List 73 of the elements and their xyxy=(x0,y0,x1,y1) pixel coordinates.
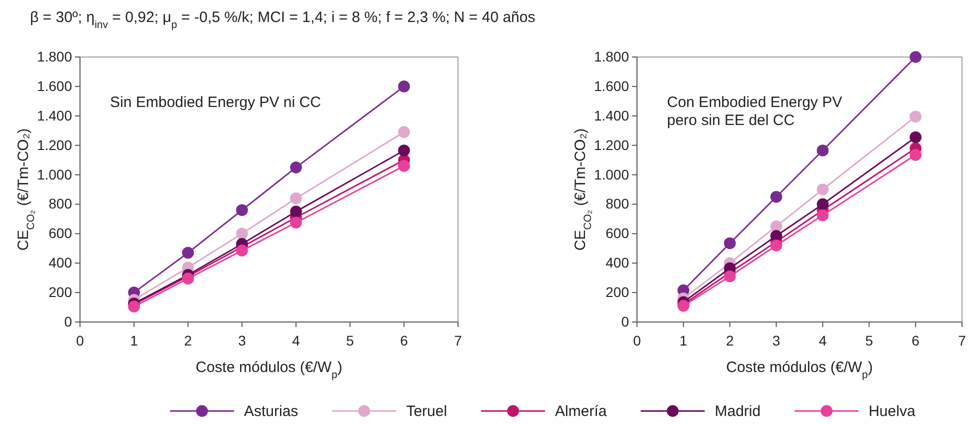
point xyxy=(182,272,194,284)
x-tick-label: 4 xyxy=(292,332,300,348)
y-tick-label: 400 xyxy=(48,254,72,271)
point xyxy=(128,300,140,312)
point xyxy=(816,184,829,196)
point xyxy=(910,131,922,144)
x-axis-title: Coste módulos (€/W$_{p}$) xyxy=(726,359,873,381)
y-tick-label: 800 xyxy=(606,196,630,212)
point xyxy=(910,110,922,123)
point xyxy=(290,162,302,174)
x-tick-label: 2 xyxy=(184,332,192,348)
y-tick-label: 1.200 xyxy=(594,136,630,153)
legend-label: Madrid xyxy=(714,403,761,420)
y-tick-label: 0 xyxy=(64,313,72,330)
x-tick-label: 1 xyxy=(680,332,688,348)
x-tick-label: 0 xyxy=(76,332,84,348)
point xyxy=(236,244,248,257)
y-tick-label: 600 xyxy=(606,225,630,242)
y-tick-label: 1.400 xyxy=(36,107,72,124)
y-tick-label: 400 xyxy=(606,254,630,271)
point xyxy=(724,237,736,250)
point xyxy=(816,144,829,156)
point xyxy=(398,160,410,172)
x-tick-label: 6 xyxy=(912,332,920,348)
y-tick-label: 1.600 xyxy=(594,78,630,94)
chart-title: β = 30º; η$_{inv}$ = 0,92; μ$_{p}$ = -0,5 %/k; MCI = 1,4; i = 8 %; f = 2,3 %; N = 40 años xyxy=(30,9,536,31)
point xyxy=(816,198,829,210)
y-tick-label: 200 xyxy=(606,284,630,300)
y-tick-label: 1.800 xyxy=(36,48,72,64)
point xyxy=(910,51,922,63)
y-tick-label: 600 xyxy=(48,225,72,242)
x-tick-label: 0 xyxy=(633,332,642,348)
x-tick-label: 3 xyxy=(238,332,246,348)
legend-label: Asturias xyxy=(244,403,298,420)
point xyxy=(290,216,302,229)
point xyxy=(770,240,782,252)
annotation: Sin Embodied Energy PV ni CC xyxy=(110,94,322,111)
point xyxy=(910,148,922,161)
point xyxy=(236,228,248,240)
x-tick-label: 5 xyxy=(346,332,354,348)
x-tick-label: 2 xyxy=(726,332,734,348)
point xyxy=(290,206,302,218)
legend-label: Almería xyxy=(555,403,608,420)
y-tick-label: 800 xyxy=(48,196,72,212)
point xyxy=(182,246,194,259)
point xyxy=(724,270,736,282)
point xyxy=(770,220,782,232)
point xyxy=(770,190,782,203)
y-tick-label: 200 xyxy=(48,284,72,300)
y-tick-label: 0 xyxy=(621,313,630,330)
point xyxy=(398,144,410,156)
y-tick-label: 1.400 xyxy=(594,107,630,124)
y-tick-label: 1.600 xyxy=(36,78,72,94)
y-tick-label: 1.000 xyxy=(594,166,630,182)
x-axis-title: Coste módulos (€/W$_{p}$) xyxy=(196,359,342,381)
legend-label: Teruel xyxy=(406,403,448,420)
x-tick-label: 7 xyxy=(958,332,966,348)
point xyxy=(398,80,410,92)
x-tick-label: 7 xyxy=(454,332,462,348)
x-tick-label: 6 xyxy=(400,332,408,348)
y-tick-label: 1.000 xyxy=(36,166,72,182)
legend-label: Huelva xyxy=(868,403,916,420)
y-tick-label: 1.200 xyxy=(36,136,72,153)
x-tick-label: 1 xyxy=(130,332,138,348)
point xyxy=(398,126,410,138)
point xyxy=(236,204,248,216)
annotation: Con Embodied Energy PV pero sin EE del CC xyxy=(667,94,842,129)
point xyxy=(816,209,829,222)
x-tick-label: 3 xyxy=(772,332,780,348)
y-tick-label: 1.800 xyxy=(594,48,630,64)
x-tick-label: 5 xyxy=(865,332,874,348)
point xyxy=(290,192,302,204)
x-tick-label: 4 xyxy=(818,332,827,348)
